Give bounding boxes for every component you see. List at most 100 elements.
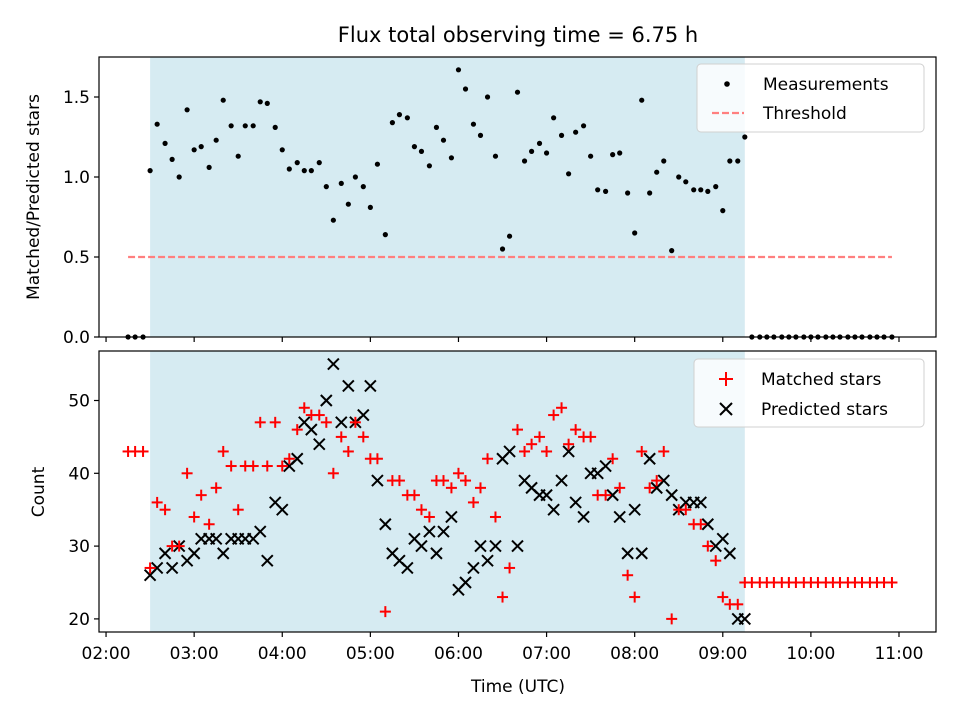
matched-stars-point xyxy=(349,416,361,428)
bottom-xtick-label: 03:00 xyxy=(170,644,219,664)
matched-stars-point xyxy=(489,511,501,523)
bottom-xtick-label: 07:00 xyxy=(522,644,571,664)
matched-stars-point xyxy=(497,591,509,603)
figure-title: Flux total observing time = 6.75 h xyxy=(338,23,698,47)
predicted-stars-point xyxy=(503,445,516,458)
measurement-point xyxy=(440,137,447,143)
matched-stars-point xyxy=(415,504,427,516)
matched-stars-point xyxy=(276,460,288,472)
matched-stars-point xyxy=(474,482,486,494)
measurement-point xyxy=(536,140,543,146)
matched-stars-point xyxy=(210,482,222,494)
matched-stars-point xyxy=(452,467,464,479)
predicted-stars-point xyxy=(562,445,575,458)
measurement-point xyxy=(352,174,358,180)
predicted-stars-point xyxy=(547,503,560,516)
bottom-xtick-label: 05:00 xyxy=(346,644,395,664)
predicted-stars-point xyxy=(276,503,289,516)
predicted-stars-point xyxy=(364,379,377,393)
bottom-axes-frame xyxy=(98,350,937,633)
measurement-point xyxy=(154,121,160,127)
measurement-point xyxy=(521,158,528,164)
measurement-point xyxy=(713,184,719,190)
matched-stars-point xyxy=(335,431,347,443)
predicted-stars-point xyxy=(320,394,333,407)
predicted-stars-point xyxy=(606,488,619,502)
predicted-stars-point xyxy=(665,488,678,502)
matched-stars-point xyxy=(437,475,449,487)
bottom-xtick-label: 02:00 xyxy=(82,644,131,664)
measurement-point xyxy=(470,121,477,127)
top-ytick-label: 1.5 xyxy=(63,88,90,108)
measurement-point xyxy=(330,217,336,223)
top-legend: Measurements Threshold xyxy=(696,63,925,133)
measurement-point xyxy=(698,187,704,193)
matched-stars-point xyxy=(408,489,420,501)
measurement-point xyxy=(603,188,609,194)
matched-stars-point xyxy=(710,555,722,567)
measurement-point xyxy=(588,153,594,159)
measurement-point xyxy=(206,164,212,170)
measurement-point xyxy=(573,129,579,135)
measurement-point xyxy=(360,184,366,190)
measurement-point xyxy=(506,233,513,239)
legend-measurements-marker xyxy=(724,81,730,87)
predicted-stars-point xyxy=(305,423,318,436)
predicted-stars-point xyxy=(379,518,392,531)
matched-stars-point xyxy=(541,445,553,457)
matched-stars-point xyxy=(232,504,244,516)
predicted-stars-point xyxy=(445,510,458,524)
measurement-point xyxy=(235,153,241,159)
predicted-stars-point xyxy=(613,510,626,524)
matched-stars-point xyxy=(291,424,303,436)
matched-stars-point xyxy=(607,453,619,465)
top-ylabel: Matched/Predicted stars xyxy=(24,94,44,300)
bottom-legend: Matched stars Predicted stars xyxy=(693,358,925,428)
measurement-point xyxy=(374,161,381,167)
matched-stars-point xyxy=(519,445,531,457)
measurement-point xyxy=(272,124,278,130)
measurement-point xyxy=(308,168,314,174)
matched-stars-point xyxy=(327,467,339,479)
matched-stars-point xyxy=(298,402,310,414)
measurement-point xyxy=(617,150,623,156)
measurement-point xyxy=(316,160,322,166)
predicted-stars-point xyxy=(335,416,348,429)
predicted-stars-point xyxy=(511,539,524,553)
bottom-xtick-label: 08:00 xyxy=(610,644,659,664)
predicted-stars-point xyxy=(599,459,612,473)
bottom-observing-window xyxy=(150,351,745,632)
measurement-point xyxy=(610,152,616,158)
bottom-ylabel: Count xyxy=(29,466,49,517)
predicted-stars-point xyxy=(569,496,582,509)
predicted-stars-point xyxy=(423,525,436,538)
measurement-point xyxy=(639,97,645,103)
matched-stars-point xyxy=(717,591,729,603)
predicted-stars-point xyxy=(635,547,648,560)
measurement-point xyxy=(484,94,491,100)
measurement-point xyxy=(147,168,153,174)
measurement-point xyxy=(426,163,432,169)
matched-stars-point xyxy=(217,445,229,457)
predicted-stars-point xyxy=(371,474,384,487)
measurement-point xyxy=(198,144,204,150)
predicted-stars-point xyxy=(357,408,370,422)
predicted-stars-point xyxy=(701,518,715,531)
predicted-stars-point xyxy=(437,525,450,538)
top-panel: 0.0 0.5 1.0 1.5 Matched/Predicted stars Mea… xyxy=(24,56,937,348)
predicted-stars-point xyxy=(430,547,443,560)
matched-stars-point xyxy=(548,409,560,421)
measurement-point xyxy=(492,153,499,159)
bottom-ytick-label: 40 xyxy=(68,464,90,484)
bottom-xtick-label: 11:00 xyxy=(874,644,923,664)
measurement-point xyxy=(727,158,733,164)
top-observing-window xyxy=(150,57,745,337)
matched-stars-point xyxy=(203,518,215,530)
measurement-point xyxy=(323,184,329,190)
measurement-point xyxy=(382,232,388,238)
bottom-xtick-label: 06:00 xyxy=(434,644,483,664)
matched-stars-point xyxy=(393,475,405,487)
measurement-point xyxy=(169,156,175,162)
matched-stars-point xyxy=(445,482,457,494)
bottom-xtick-label: 10:00 xyxy=(786,644,835,664)
